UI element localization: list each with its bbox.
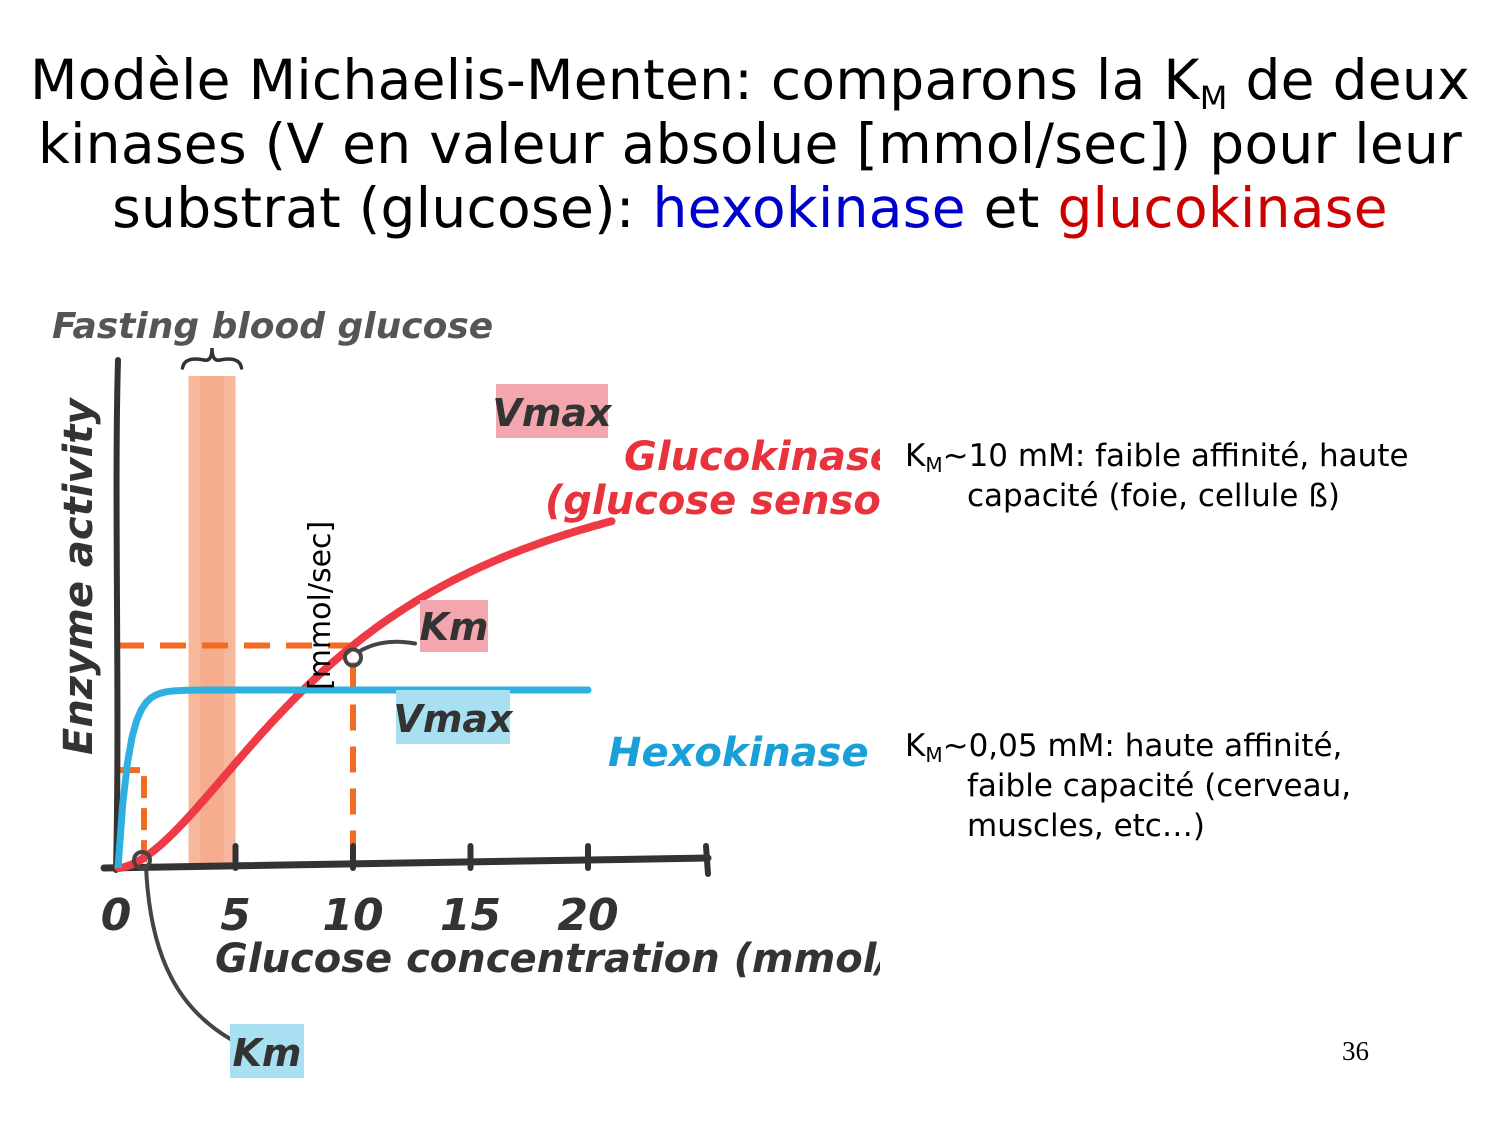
x-axis-label: Glucose concentration (mmol/l) bbox=[215, 936, 880, 982]
glucokinase-series-sublabel: (glucose sensor) bbox=[545, 478, 880, 524]
slide-title: Modèle Michaelis-Menten: comparons la KM… bbox=[0, 48, 1500, 240]
title-line-3: substrat (glucose): hexokinase et glucok… bbox=[0, 176, 1500, 240]
glucokinase-km-label-box bbox=[420, 600, 488, 652]
note-k: K bbox=[905, 728, 926, 764]
glucokinase-km-label: Km bbox=[419, 605, 488, 649]
hexokinase-km-pointer bbox=[144, 864, 234, 1042]
title-text: Modèle Michaelis-Menten: comparons la K bbox=[30, 48, 1200, 112]
note-k: K bbox=[905, 438, 926, 474]
hexokinase-note-line-1: KM~0,05 mM: haute affinité, bbox=[905, 726, 1351, 766]
glucokinase-curve bbox=[114, 517, 616, 872]
hexokinase-note-line-3: muscles, etc…) bbox=[967, 808, 1205, 844]
title-hexokinase-word: hexokinase bbox=[652, 176, 966, 240]
band-label: Fasting blood glucose bbox=[52, 306, 493, 347]
glucokinase-vmax-label: Vmax bbox=[492, 391, 613, 435]
title-text: et bbox=[965, 176, 1058, 240]
title-glucokinase-word: glucokinase bbox=[1057, 176, 1388, 240]
glucokinase-note: KM~10 mM: faible affinité, haute capacit… bbox=[905, 436, 1409, 516]
note-subscript: M bbox=[925, 743, 943, 767]
x-tick-label: 0 bbox=[101, 890, 132, 941]
glucokinase-km-pointer bbox=[357, 639, 417, 654]
page-number: 36 bbox=[1342, 1036, 1369, 1066]
curve-layer bbox=[114, 517, 616, 1042]
title-line-2: kinases (V en valeur absolue [mmol/sec])… bbox=[37, 112, 1463, 176]
title-subscript: M bbox=[1199, 79, 1228, 117]
hexokinase-vmax-label-box bbox=[396, 690, 510, 744]
fasting-brace bbox=[180, 347, 244, 370]
x-tick-label: 20 bbox=[557, 890, 618, 941]
x-tick-label: 15 bbox=[440, 890, 501, 941]
hexokinase-vmax-label: Vmax bbox=[393, 697, 514, 741]
glucokinase-note-line-2: capacité (foie, cellule ß) bbox=[967, 478, 1340, 514]
hexokinase-km-marker bbox=[132, 850, 152, 870]
y-axis-line bbox=[113, 357, 121, 873]
hexokinase-km-label-box bbox=[230, 1024, 304, 1078]
fasting-band-core bbox=[200, 376, 224, 868]
glucokinase-series-label: Glucokinase bbox=[624, 434, 880, 480]
glucokinase-vmax-label-box bbox=[496, 384, 608, 438]
x-axis-line bbox=[100, 854, 712, 872]
title-text: de deux bbox=[1227, 48, 1470, 112]
unit-annotation: [mmol/sec] bbox=[303, 521, 338, 690]
hexokinase-note: KM~0,05 mM: haute affinité, faible capac… bbox=[905, 726, 1351, 846]
note-text: ~0,05 mM: haute affinité, bbox=[942, 728, 1343, 764]
note-text: ~10 mM: faible affinité, haute bbox=[942, 438, 1409, 474]
y-axis-label: Enzyme activity bbox=[56, 397, 102, 755]
axis-layer bbox=[100, 357, 712, 877]
x-tick-label: 5 bbox=[220, 890, 251, 941]
title-text: substrat (glucose): bbox=[112, 176, 653, 240]
title-line-1: Modèle Michaelis-Menten: comparons la KM… bbox=[0, 48, 1500, 114]
x-tick-label: 10 bbox=[322, 890, 383, 941]
hexokinase-note-line-2: faible capacité (cerveau, bbox=[967, 768, 1352, 804]
x-axis-end bbox=[703, 843, 711, 877]
hexokinase-km-label: Km bbox=[232, 1031, 301, 1075]
hexokinase-series-label: Hexokinase bbox=[608, 730, 869, 776]
fasting-band-layer bbox=[180, 347, 244, 868]
glucokinase-note-line-1: KM~10 mM: faible affinité, haute bbox=[905, 436, 1409, 476]
note-subscript: M bbox=[925, 453, 943, 477]
glucokinase-km-marker bbox=[343, 647, 363, 668]
